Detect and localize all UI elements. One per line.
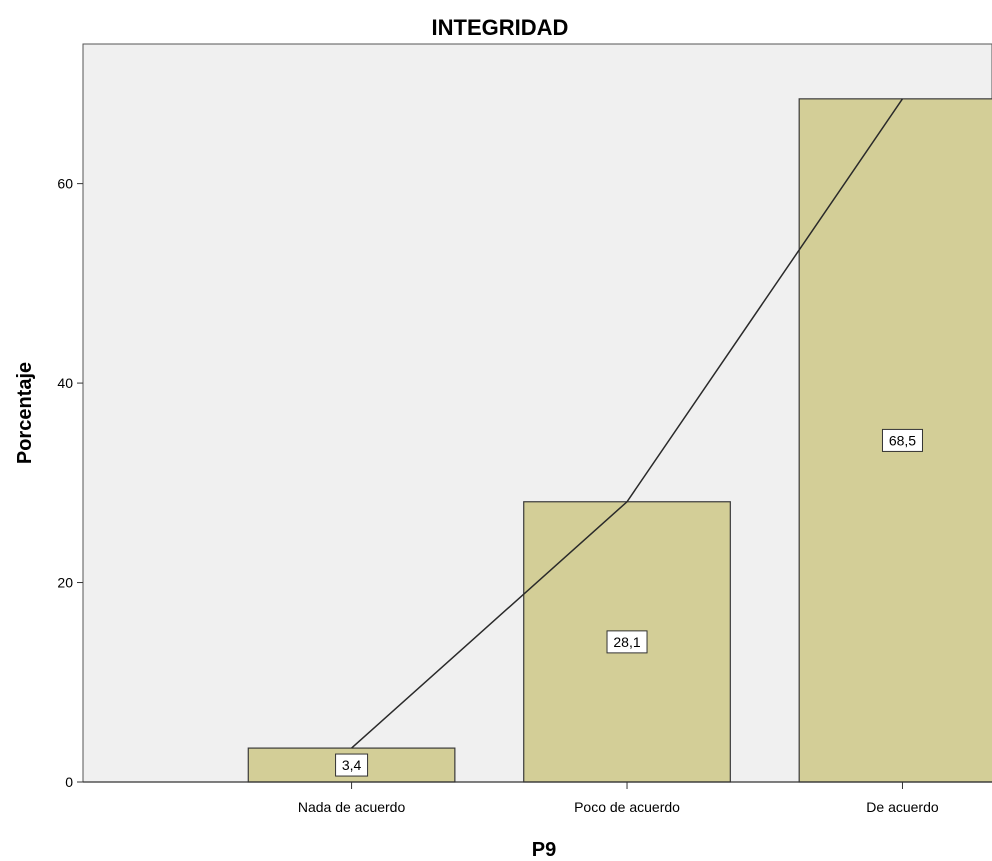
chart-title: INTEGRIDAD [432, 15, 569, 40]
y-tick-label: 60 [57, 176, 73, 192]
trend-line [351, 98, 904, 749]
x-axis: Nada de acuerdo Poco de acuerdo De acuerdo [83, 781, 992, 815]
y-axis-label: Porcentaje [14, 362, 36, 464]
data-label-box [881, 428, 923, 452]
y-tick-label: 20 [57, 575, 73, 591]
data-label-box [606, 630, 648, 654]
x-tick-label: Nada de acuerdo [298, 799, 406, 815]
value-labels: 3,4 28,1 68,5 [335, 428, 923, 777]
y-axis: 0 20 40 60 [57, 176, 83, 790]
data-label: 68,5 [889, 432, 916, 448]
x-tick-label: De acuerdo [866, 799, 939, 815]
data-label: 28,1 [613, 634, 640, 650]
data-label-box [335, 753, 369, 777]
x-tick-label: Poco de acuerdo [574, 799, 680, 815]
data-label: 3,4 [342, 757, 362, 773]
x-axis-label: P9 [532, 839, 556, 861]
y-tick-label: 40 [57, 375, 73, 391]
y-tick-label: 0 [65, 774, 73, 790]
